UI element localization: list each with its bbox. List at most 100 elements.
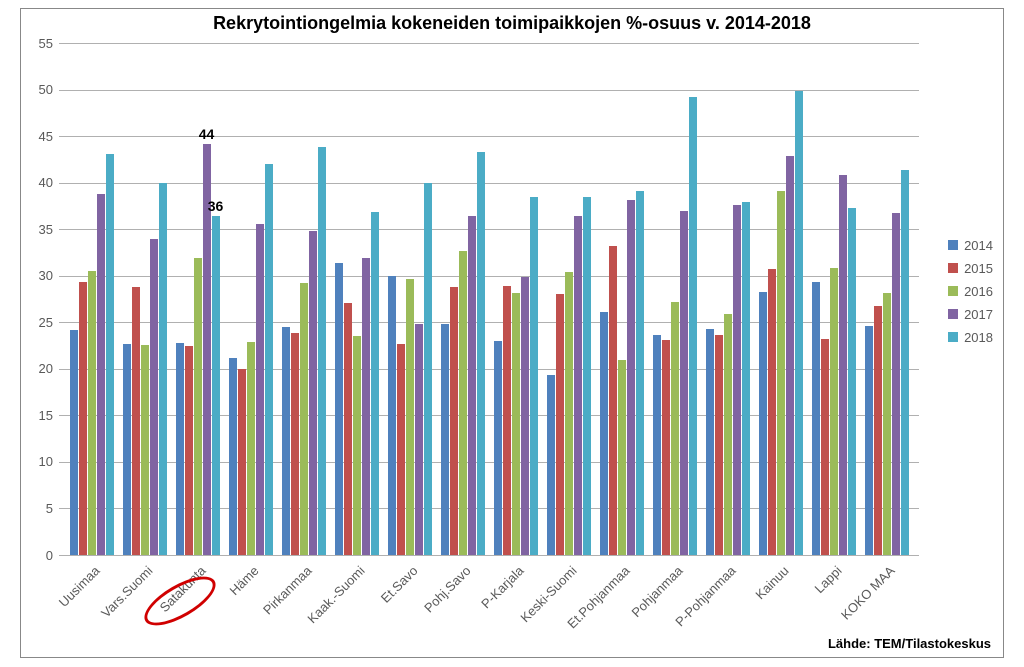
bar (565, 272, 573, 555)
gridline (59, 136, 919, 137)
x-axis-category-label: Et.Savo (325, 563, 420, 658)
bar (353, 336, 361, 555)
bar (79, 282, 87, 555)
bar (795, 91, 803, 555)
bar (768, 269, 776, 555)
legend-swatch (948, 309, 958, 319)
bar (406, 279, 414, 555)
bar (547, 375, 555, 555)
x-axis-category-label: Et.Pohjanmaa (537, 563, 632, 658)
bar (397, 344, 405, 555)
bar (159, 183, 167, 555)
bar (150, 239, 158, 555)
bar (371, 212, 379, 555)
legend-label: 2018 (964, 330, 993, 345)
bar-data-label: 44 (193, 126, 221, 142)
chart-title: Rekrytointiongelmia kokeneiden toimipaik… (21, 13, 1003, 34)
bar (344, 303, 352, 555)
bar (132, 287, 140, 555)
bar (265, 164, 273, 555)
bar (742, 202, 750, 555)
bar (318, 147, 326, 555)
x-axis-category-label: Pohjanmaa (590, 563, 685, 658)
legend-item: 2014 (948, 238, 993, 253)
legend: 2014 2015 2016 2017 2018 (948, 238, 993, 353)
bar (309, 231, 317, 555)
y-axis-tick-label: 15 (29, 408, 53, 423)
bar (503, 286, 511, 555)
bar (362, 258, 370, 555)
bar (468, 216, 476, 555)
bar-data-label: 36 (202, 198, 230, 214)
y-axis-tick-label: 50 (29, 82, 53, 97)
bar (680, 211, 688, 555)
x-axis-category-label: Kainuu (696, 563, 791, 658)
legend-label: 2016 (964, 284, 993, 299)
bar (521, 277, 529, 555)
legend-label: 2017 (964, 307, 993, 322)
bar (671, 302, 679, 555)
bar (848, 208, 856, 555)
bar (291, 333, 299, 555)
bar (724, 314, 732, 555)
bar (70, 330, 78, 555)
y-axis-tick-label: 45 (29, 129, 53, 144)
bar (300, 283, 308, 555)
y-axis-tick-label: 30 (29, 268, 53, 283)
bar (106, 154, 114, 555)
x-axis-category-label: Pirkanmaa (219, 563, 314, 658)
bar (212, 216, 220, 555)
bar (97, 194, 105, 555)
bar (282, 327, 290, 555)
bar (839, 175, 847, 555)
legend-item: 2018 (948, 330, 993, 345)
x-axis-category-label: Vars.Suomi (60, 563, 155, 658)
y-axis-tick-label: 0 (29, 548, 53, 563)
bar (123, 344, 131, 555)
bar (424, 183, 432, 555)
source-label: Lähde: TEM/Tilastokeskus (828, 636, 991, 651)
bar (786, 156, 794, 555)
bar (450, 287, 458, 555)
chart-container: Rekrytointiongelmia kokeneiden toimipaik… (20, 8, 1004, 658)
bar (185, 346, 193, 555)
bar (830, 268, 838, 555)
legend-label: 2014 (964, 238, 993, 253)
y-axis-tick-label: 25 (29, 315, 53, 330)
y-axis-tick-label: 20 (29, 361, 53, 376)
x-axis-category-label: Satakunta (113, 563, 208, 658)
x-axis-category-label: Häme (166, 563, 261, 658)
bar (777, 191, 785, 555)
y-axis-tick-label: 35 (29, 222, 53, 237)
bar (715, 335, 723, 555)
bar (194, 258, 202, 555)
bar (812, 282, 820, 555)
bar (441, 324, 449, 555)
y-axis-tick-label: 5 (29, 501, 53, 516)
legend-item: 2017 (948, 307, 993, 322)
y-axis-tick-label: 10 (29, 454, 53, 469)
bar (653, 335, 661, 555)
x-axis-category-label: Kaak.-Suomi (272, 563, 367, 658)
y-axis-tick-label: 55 (29, 36, 53, 51)
gridline (59, 90, 919, 91)
bar (733, 205, 741, 555)
legend-swatch (948, 263, 958, 273)
legend-label: 2015 (964, 261, 993, 276)
bar (883, 293, 891, 555)
bar (901, 170, 909, 555)
bar (689, 97, 697, 555)
bar (662, 340, 670, 555)
bar (865, 326, 873, 555)
bar (583, 197, 591, 555)
legend-swatch (948, 332, 958, 342)
bar (238, 369, 246, 555)
bar (176, 343, 184, 555)
x-axis-category-label: P-Pohjanmaa (643, 563, 738, 658)
bar (821, 339, 829, 555)
bar (874, 306, 882, 555)
bar (530, 197, 538, 555)
bar (247, 342, 255, 555)
bar (574, 216, 582, 555)
gridline (59, 43, 919, 44)
